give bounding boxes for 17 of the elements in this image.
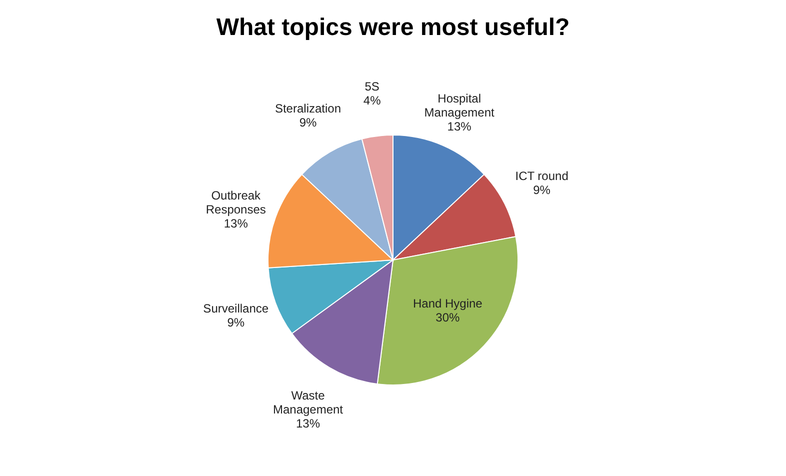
data-label: 13% <box>296 416 320 431</box>
slice-label: Waste Management <box>272 388 344 417</box>
slice-label: Steralization <box>274 101 342 116</box>
slice-label: Surveillance <box>203 302 269 316</box>
slice-label: Hospital Management <box>424 92 496 120</box>
slice-label: ICT round <box>515 169 568 184</box>
slice-label: Outbreak Responses <box>206 188 266 216</box>
data-label: 9% <box>227 316 245 330</box>
data-label: 9% <box>533 183 551 198</box>
data-label: 13% <box>224 216 248 230</box>
data-label: 30% <box>436 310 460 324</box>
slice-label: Hand Hygine <box>412 296 483 310</box>
data-label: 4% <box>363 93 382 108</box>
data-label: 9% <box>299 115 317 130</box>
slice-label: 5S <box>364 79 380 94</box>
chart-title: What topics were most useful? <box>216 14 570 41</box>
data-label: 13% <box>447 120 472 134</box>
